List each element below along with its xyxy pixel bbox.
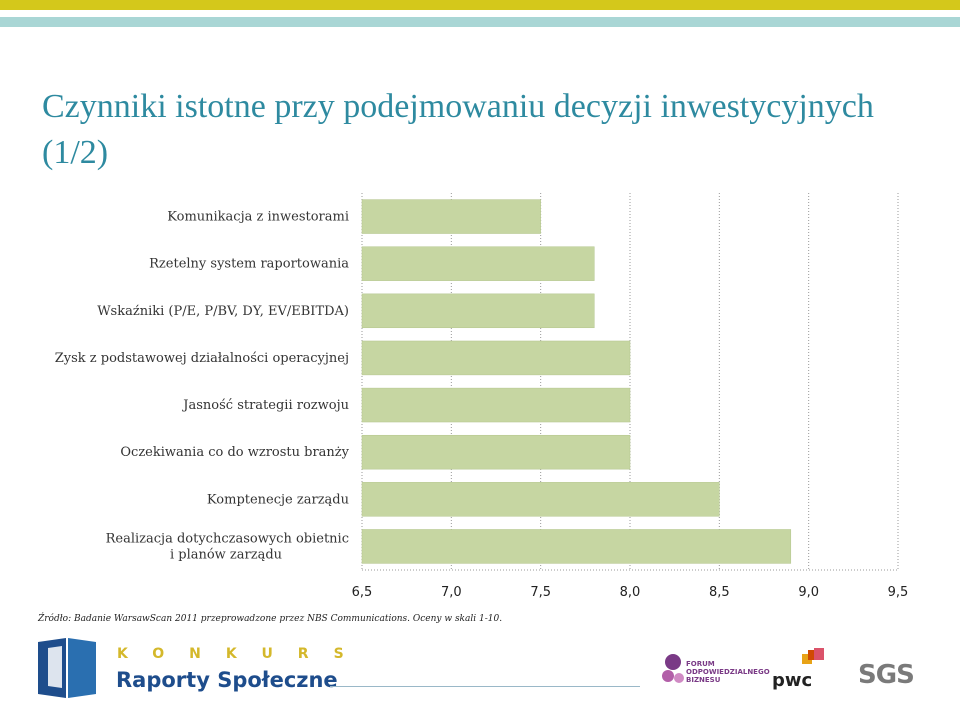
pwc-logo-icon (802, 648, 824, 664)
bar (361, 434, 631, 470)
forum-line-2: ODPOWIEDZIALNEGO (686, 668, 770, 676)
x-tick-label: 8,5 (709, 585, 730, 600)
bar (361, 199, 541, 234)
bar (361, 293, 595, 329)
source-note: Źródło: Badanie WarsawScan 2011 przeprow… (38, 614, 503, 624)
x-tick-label: 8,0 (620, 585, 641, 600)
category-label: Komptenecje zarządu (207, 492, 349, 507)
x-tick-label: 7,0 (441, 585, 462, 600)
top-stripe-yellow (0, 0, 960, 10)
bar (361, 387, 631, 423)
category-label: Realizacja dotychczasowych obietnic (106, 531, 349, 546)
konkurs-logo-icon (38, 638, 96, 698)
pwc-logo-text: pwc (772, 670, 813, 691)
forum-text: FORUM ODPOWIEDZIALNEGO BIZNESU (686, 660, 770, 684)
category-label: Wskaźniki (P/E, P/BV, DY, EV/EBITDA) (97, 304, 349, 319)
category-label: Jasność strategii rozwoju (181, 398, 349, 413)
category-label: i planów zarządu (170, 547, 282, 562)
forum-logo-icon (662, 654, 684, 683)
bar (361, 340, 631, 376)
category-label: Zysk z podstawowej działalności operacyj… (55, 351, 349, 366)
konkurs-subtitle: Raporty Społeczne (116, 668, 338, 692)
x-tick-label: 6,5 (352, 585, 373, 600)
category-label: Komunikacja z inwestorami (167, 210, 349, 225)
category-label: Oczekiwania co do wzrostu branży (120, 445, 349, 460)
forum-line-3: BIZNESU (686, 676, 721, 684)
bar (361, 529, 792, 564)
x-tick-label: 7,5 (530, 585, 551, 600)
forum-line-1: FORUM (686, 660, 715, 668)
footer-divider (330, 686, 640, 687)
bar (361, 482, 720, 517)
sgs-logo-text: SGS (858, 660, 915, 690)
top-stripe-teal (0, 17, 960, 27)
x-tick-label: 9,0 (798, 585, 819, 600)
x-tick-label: 9,5 (888, 585, 909, 600)
category-label: Rzetelny system raportowania (149, 257, 349, 272)
bar (361, 246, 595, 281)
page-title: Czynniki istotne przy podejmowaniu decyz… (42, 88, 874, 171)
konkurs-word: KONKURS (117, 646, 369, 662)
